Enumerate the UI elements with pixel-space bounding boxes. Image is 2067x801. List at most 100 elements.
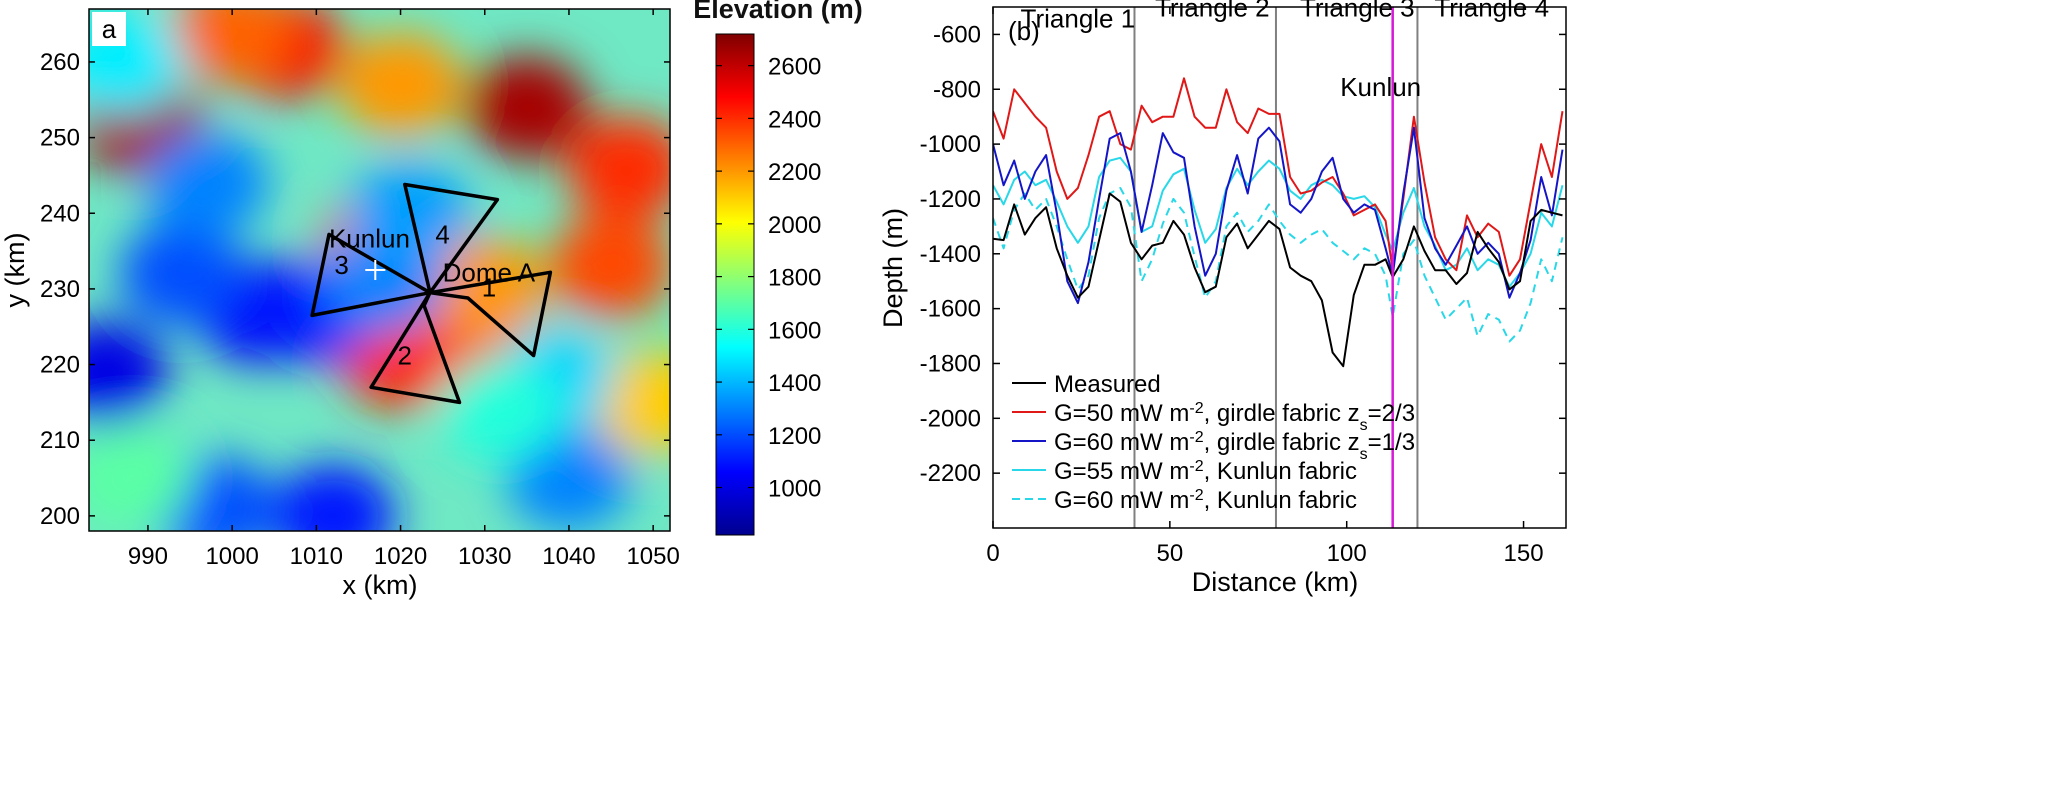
colorbar-tick-label: 2200 bbox=[768, 159, 821, 186]
colorbar-tick-label: 1000 bbox=[768, 476, 821, 503]
triangle-1-segment-label: Triangle 1 bbox=[1021, 4, 1136, 34]
colorbar-tick-label: 2600 bbox=[768, 54, 821, 81]
kunlun-plus-marker bbox=[365, 260, 386, 280]
b-ytick-label: -1400 bbox=[920, 241, 981, 268]
a-xtick-label: 990 bbox=[128, 543, 168, 570]
kunlun-line-label: Kunlun bbox=[1340, 72, 1421, 102]
panel-a-frame bbox=[88, 8, 671, 532]
panel-b-xlabel: Distance (km) bbox=[1192, 567, 1359, 597]
legend-entry-2: G=60 mW m-2, girdle fabric zs=1/3 bbox=[1054, 429, 1415, 463]
a-ytick-label: 260 bbox=[40, 49, 80, 76]
colorbar-ticks: 1000 1200 1400 1600 1800 2000 2200 2400 2600 bbox=[716, 54, 821, 503]
segment-labels: Triangle 1 Triangle 2 Triangle 3 Triangle 4 bbox=[1021, 0, 1549, 34]
a-xtick-label: 1030 bbox=[458, 543, 511, 570]
b-ytick-label: -1200 bbox=[920, 186, 981, 213]
legend-entry-0: Measured bbox=[1054, 371, 1161, 398]
panel-a-elevation-map: 1 2 3 4 Kunlun Dome A 990 1000 1010 1020 1030 104… bbox=[0, 8, 680, 600]
elevation-blob-9 bbox=[170, 9, 295, 84]
triangle-4-outline bbox=[403, 182, 500, 295]
triangle-2-segment-label: Triangle 2 bbox=[1155, 0, 1270, 23]
a-xtick-label: 1000 bbox=[205, 543, 258, 570]
panel-b-frame bbox=[992, 6, 1567, 529]
a-ytick-label: 250 bbox=[40, 125, 80, 152]
triangle-1-label: 1 bbox=[482, 272, 496, 302]
colorbar-tick-label: 1400 bbox=[768, 370, 821, 397]
a-ytick-label: 210 bbox=[40, 427, 80, 454]
series-line-2 bbox=[993, 126, 1564, 305]
panel-b-depth-profile: Kunlun Triangle 1 Triangle 2 Triangle 3 Tri… bbox=[878, 0, 1567, 597]
a-xtick-label: 1010 bbox=[290, 543, 343, 570]
a-xtick-label: 1040 bbox=[542, 543, 595, 570]
a-ytick-label: 240 bbox=[40, 200, 80, 227]
b-ytick-label: -1800 bbox=[920, 350, 981, 377]
series-line-3 bbox=[993, 156, 1564, 288]
colorbar-tick-label: 1200 bbox=[768, 423, 821, 450]
segment-boundaries bbox=[1133, 7, 1419, 528]
triangle-3-outline bbox=[310, 232, 432, 318]
b-ytick-label: -1000 bbox=[920, 131, 981, 158]
colorbar-gradient bbox=[715, 33, 755, 536]
colorbar-tick-label: 1600 bbox=[768, 317, 821, 344]
panel-a-axes: 990 1000 1010 1020 1030 1040 1050 200 210 220 230 2… bbox=[40, 9, 680, 570]
triangle-4-label: 4 bbox=[435, 220, 449, 250]
b-xtick-label: 0 bbox=[986, 540, 999, 567]
panel-a-label: a bbox=[102, 14, 117, 44]
panel-b-axes: 0 50 100 150 -600 -800 -1000 -1200 -1400 -1600 -18… bbox=[920, 7, 1566, 567]
b-xtick-label: 150 bbox=[1504, 540, 1544, 567]
colorbar-tick-label: 1800 bbox=[768, 265, 821, 292]
colorbar-title: Elevation (m) bbox=[693, 0, 863, 24]
b-xtick-label: 100 bbox=[1327, 540, 1367, 567]
triangle-4-segment-label: Triangle 4 bbox=[1434, 0, 1549, 23]
legend-entry-4: G=60 mW m-2, Kunlun fabric bbox=[1054, 487, 1357, 515]
a-xtick-label: 1020 bbox=[374, 543, 427, 570]
series-line-4 bbox=[993, 187, 1564, 343]
elevation-blob-10 bbox=[338, 32, 463, 137]
kunlun-annotation: Kunlun bbox=[329, 223, 410, 253]
series-line-1 bbox=[993, 77, 1564, 277]
a-ytick-label: 200 bbox=[40, 503, 80, 530]
panel-b-plot-background bbox=[993, 7, 1566, 528]
b-xtick-label: 50 bbox=[1157, 540, 1184, 567]
legend-entry-1: G=50 mW m-2, girdle fabric zs=2/3 bbox=[1054, 400, 1415, 434]
panel-a-ylabel: y (km) bbox=[0, 233, 30, 308]
b-ytick-label: -2000 bbox=[920, 405, 981, 432]
elevation-blob-15 bbox=[119, 221, 244, 326]
panel-a-xlabel: x (km) bbox=[343, 570, 418, 600]
kunlun-marker-line: Kunlun bbox=[1340, 7, 1421, 528]
elevation-blob-1 bbox=[464, 55, 589, 160]
map-points: Kunlun Dome A bbox=[329, 223, 536, 287]
elevation-blob-16 bbox=[144, 131, 269, 235]
triangle-2-outline bbox=[369, 290, 462, 405]
panel-a-label-box bbox=[92, 12, 126, 46]
triangle-2-label: 2 bbox=[398, 341, 412, 371]
b-ytick-label: -2200 bbox=[920, 460, 981, 487]
elevation-blob-19 bbox=[271, 463, 396, 531]
panel-b-label: (b) bbox=[1008, 16, 1040, 46]
panel-b-ylabel: Depth (m) bbox=[878, 208, 908, 328]
elevation-blob-3 bbox=[565, 115, 670, 220]
colorbar-tick-label: 2400 bbox=[768, 106, 821, 133]
elevation-blob-18 bbox=[346, 161, 471, 266]
triangle-3-label: 3 bbox=[334, 250, 348, 280]
legend-entry-3: G=55 mW m-2, Kunlun fabric bbox=[1054, 458, 1357, 486]
series-line-0 bbox=[993, 192, 1563, 368]
depth-series bbox=[993, 77, 1564, 368]
dome-a-annotation: Dome A bbox=[443, 257, 536, 287]
elevation-blob-4 bbox=[549, 214, 670, 319]
a-ytick-label: 230 bbox=[40, 276, 80, 303]
a-xtick-label: 1050 bbox=[626, 543, 679, 570]
a-ytick-label: 220 bbox=[40, 352, 80, 379]
b-ytick-label: -600 bbox=[933, 21, 981, 48]
elevation-blob-24 bbox=[89, 426, 194, 531]
elevation-blob-8 bbox=[422, 236, 547, 341]
b-ytick-label: -1600 bbox=[920, 296, 981, 323]
elevation-blob-13 bbox=[89, 320, 168, 425]
triangle-1-outline bbox=[428, 270, 553, 358]
elevation-blob-23 bbox=[439, 357, 564, 462]
colorbar-tick-label: 2000 bbox=[768, 212, 821, 239]
triangle-outlines: 1 2 3 4 bbox=[310, 182, 553, 405]
b-ytick-label: -800 bbox=[933, 76, 981, 103]
triangle-3-segment-label: Triangle 3 bbox=[1300, 0, 1415, 23]
colorbar: Elevation (m) 1000 1200 1400 1600 1800 2000 22… bbox=[693, 0, 863, 536]
